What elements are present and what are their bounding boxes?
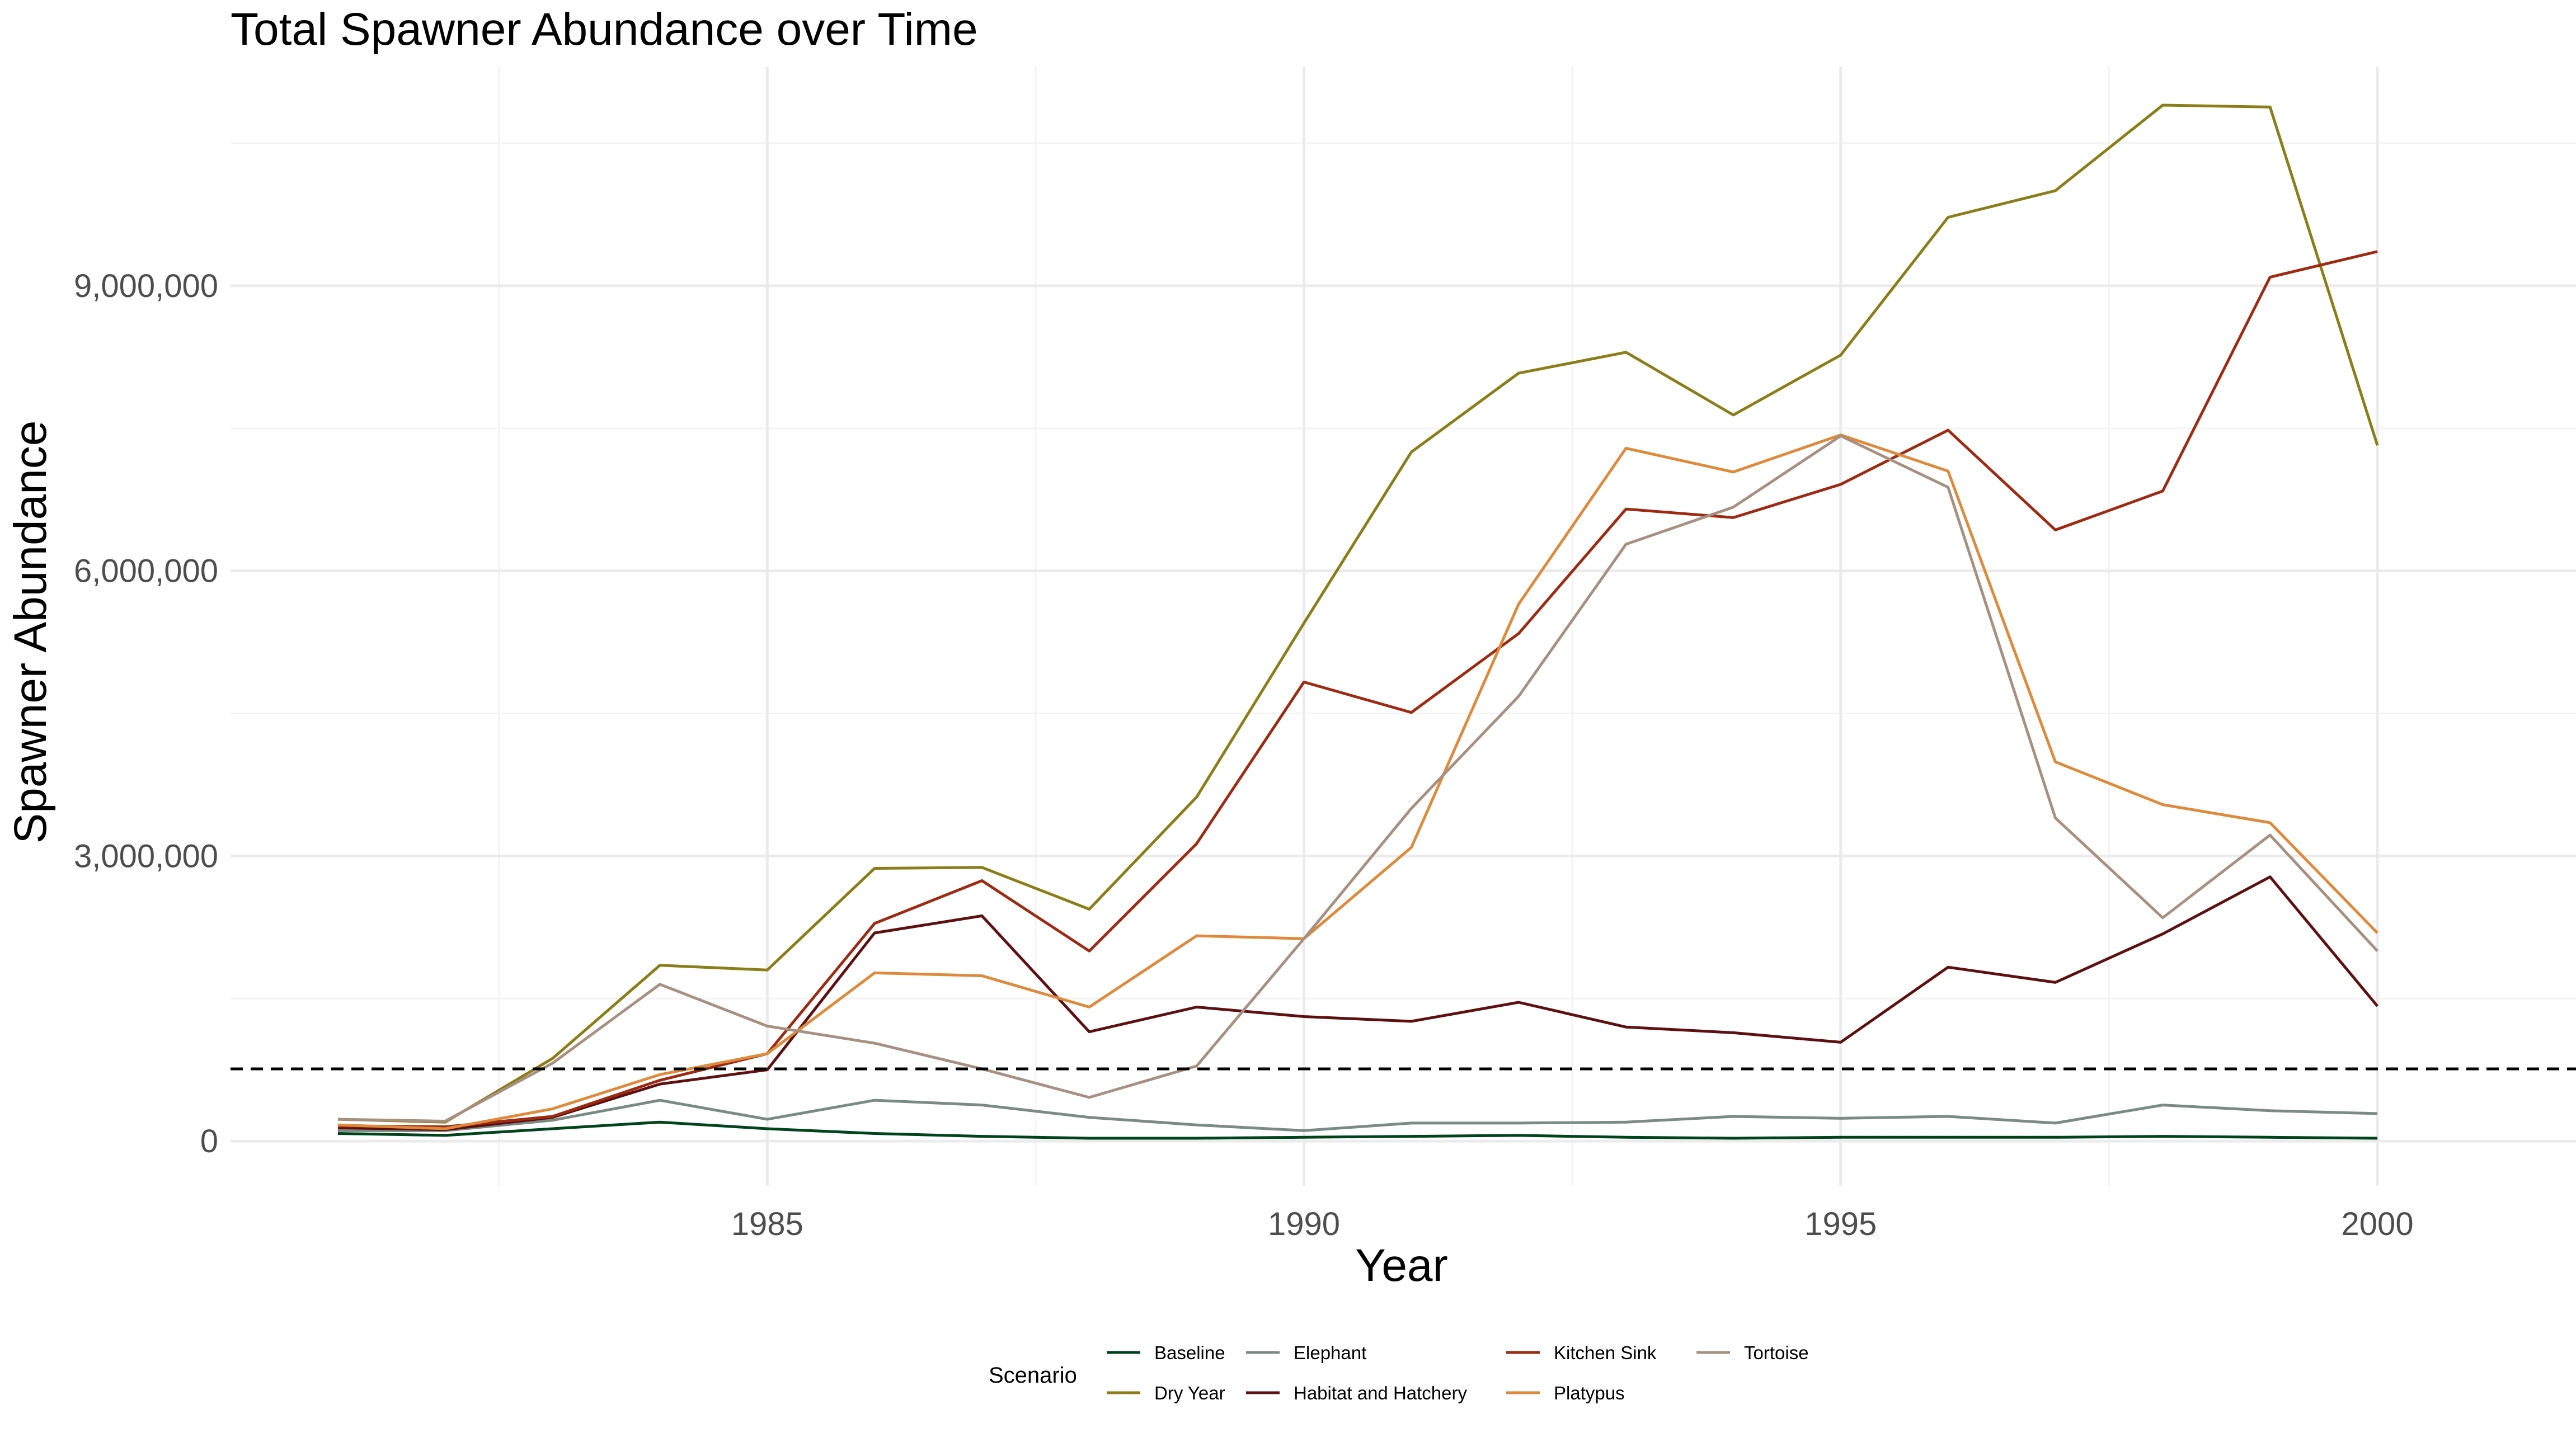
- series-lines: [337, 103, 2379, 1140]
- series-line-platypus: [337, 433, 2378, 1130]
- legend-label: Habitat and Hatchery: [1294, 1383, 1468, 1403]
- legend: Scenario Baseline Dry Year Elephant Habitat…: [989, 1342, 1809, 1403]
- grid: [231, 67, 2576, 1186]
- series-line-kitchen-sink: [337, 250, 2378, 1129]
- legend-label: Dry Year: [1154, 1383, 1225, 1403]
- series-line-baseline: [337, 1120, 2378, 1140]
- legend-title: Scenario: [989, 1363, 1077, 1388]
- x-tick-label: 1990: [1268, 1206, 1340, 1242]
- legend-label: Kitchen Sink: [1554, 1342, 1657, 1363]
- series-line-elephant: [337, 1099, 2378, 1132]
- y-axis-title: Spawner Abundance: [5, 421, 56, 844]
- y-tick-label: 9,000,000: [74, 268, 218, 304]
- y-tick-label: 0: [200, 1123, 218, 1159]
- chart-title: Total Spawner Abundance over Time: [231, 4, 978, 55]
- x-tick-label: 1995: [1804, 1206, 1877, 1242]
- legend-label: Baseline: [1154, 1342, 1225, 1363]
- x-tick-label: 1985: [731, 1206, 803, 1242]
- series-line-tortoise: [337, 434, 2378, 1123]
- y-axis-ticks: 0 3,000,000 6,000,000 9,000,000: [74, 268, 218, 1159]
- legend-label: Platypus: [1554, 1383, 1625, 1403]
- y-tick-label: 6,000,000: [74, 553, 218, 590]
- series-line-habitat-and-hatchery: [337, 875, 2379, 1132]
- series-line-dry-year: [337, 103, 2379, 1124]
- x-axis-title: Year: [1355, 1240, 1448, 1291]
- x-tick-label: 2000: [2342, 1206, 2414, 1242]
- x-axis-ticks: 1985 1990 1995 2000: [731, 1206, 2414, 1242]
- y-tick-label: 3,000,000: [74, 838, 218, 874]
- legend-label: Tortoise: [1744, 1342, 1809, 1363]
- legend-label: Elephant: [1294, 1342, 1366, 1363]
